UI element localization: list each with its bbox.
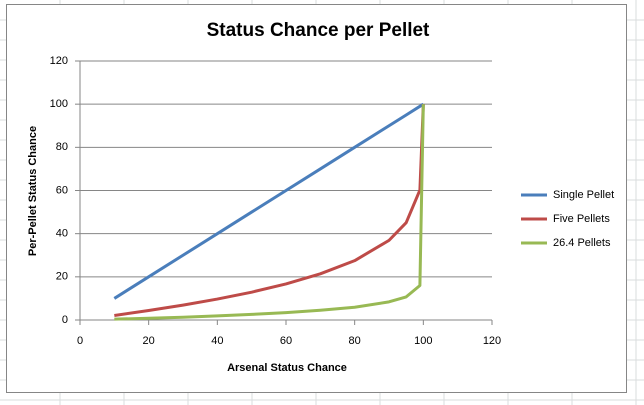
y-tick-label: 120 — [50, 55, 68, 67]
legend-label: 26.4 Pellets — [553, 237, 611, 249]
y-tick-label: 40 — [56, 228, 68, 240]
series-line — [114, 104, 425, 321]
chart-title: Status Chance per Pellet — [207, 20, 430, 41]
series-line — [114, 104, 425, 317]
y-tick-label: 100 — [50, 98, 68, 110]
y-tick-label: 20 — [56, 271, 68, 283]
y-tick-label: 80 — [56, 141, 68, 153]
x-tick-label: 120 — [483, 335, 501, 347]
x-tick-label: 100 — [414, 335, 432, 347]
y-tick-label: 0 — [62, 314, 68, 326]
y-tick-label: 60 — [56, 184, 68, 196]
x-tick-label: 40 — [211, 335, 223, 347]
x-tick-label: 80 — [349, 335, 361, 347]
chart-area — [6, 4, 627, 393]
x-tick-label: 0 — [77, 335, 83, 347]
legend-label: Single Pellet — [553, 189, 614, 201]
x-axis-title: Arsenal Status Chance — [227, 362, 347, 374]
y-axis-title: Per-Pellet Status Chance — [27, 126, 39, 256]
x-tick-label: 60 — [280, 335, 292, 347]
series-line — [113, 102, 425, 300]
legend-label: Five Pellets — [553, 213, 610, 225]
x-tick-label: 20 — [143, 335, 155, 347]
